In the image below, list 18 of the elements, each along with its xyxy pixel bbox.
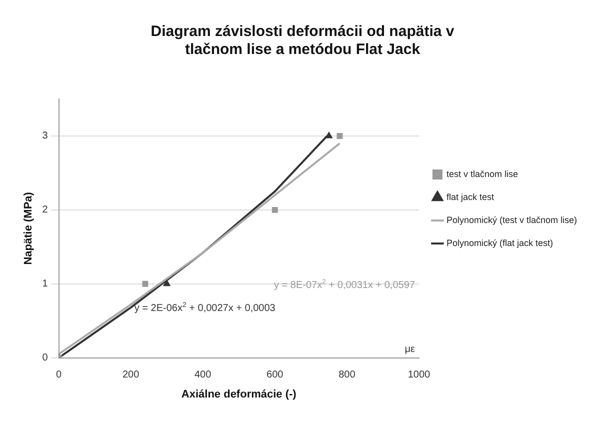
- x-tick-label: 200: [122, 370, 140, 381]
- y-tick-label: 2: [42, 204, 48, 216]
- y-tick-label: 3: [42, 130, 48, 142]
- y-tick-label: 1: [42, 278, 48, 290]
- legend-label: Polynomický (test v tlačnom lise): [446, 214, 578, 225]
- legend-label: flat jack test: [446, 192, 494, 202]
- x-tick-label: 1000: [408, 370, 431, 381]
- legend-label: test v tlačnom lise: [446, 168, 518, 179]
- x-tick-label: 400: [194, 370, 212, 381]
- x-tick-label: 800: [338, 370, 356, 381]
- y-axis-title: Napätie (MPa): [22, 192, 35, 265]
- y-tick-label: 0: [42, 352, 48, 364]
- legend-label: Polynomický (flat jack test): [446, 238, 553, 248]
- chart-title: Diagram závislosti deformácii od napätia v tlačnom lise a metódou Flat Jack: [150, 23, 455, 58]
- x-tick-label: 0: [56, 370, 62, 381]
- x-axis-title: Axiálne deformácie (-): [181, 388, 297, 400]
- x-tick-label: 600: [266, 370, 284, 381]
- annotation: με: [404, 344, 416, 355]
